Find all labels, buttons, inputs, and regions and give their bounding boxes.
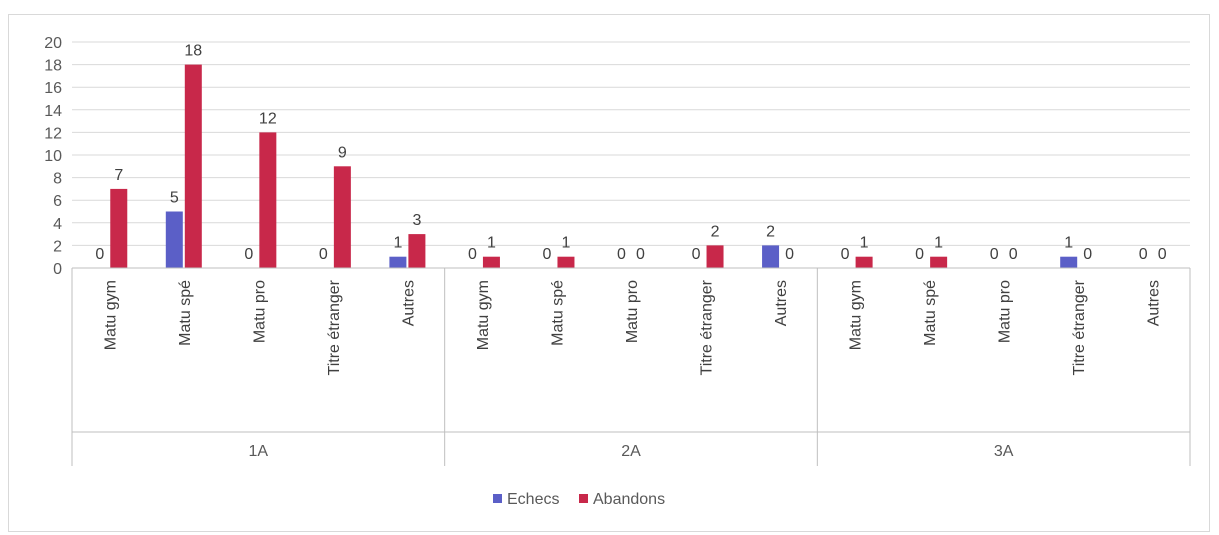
bar-echecs xyxy=(762,245,780,268)
data-label: 2 xyxy=(711,223,720,240)
x-axis: 1A Matu gym Matu spé Matu pro Titre étranger… xyxy=(71,267,1191,466)
y-tick-label: 8 xyxy=(53,171,62,188)
y-tick-label: 2 xyxy=(53,238,62,255)
bar-abandons xyxy=(184,64,202,268)
category-label: Autres xyxy=(400,280,417,326)
data-label: 9 xyxy=(338,144,347,161)
category-label: Matu pro xyxy=(997,280,1014,343)
data-label: 7 xyxy=(114,167,123,184)
bar-abandons xyxy=(110,188,128,268)
data-label: 0 xyxy=(990,246,999,263)
data-label: 1 xyxy=(562,235,571,252)
category-label: Matu spé xyxy=(922,280,939,346)
category-label: Matu gym xyxy=(475,280,492,350)
category-label: Matu spé xyxy=(549,280,566,346)
data-label: 0 xyxy=(95,246,104,263)
group-label: 3A xyxy=(994,443,1014,460)
category-label: Matu gym xyxy=(102,280,119,350)
data-label: 0 xyxy=(1009,246,1018,263)
category-label: Matu pro xyxy=(624,280,641,343)
legend-swatch-echecs xyxy=(493,494,502,503)
data-label: 1 xyxy=(487,235,496,252)
y-tick-label: 20 xyxy=(44,35,62,52)
data-label: 0 xyxy=(692,246,701,263)
gridlines xyxy=(72,41,1190,246)
bars xyxy=(110,64,1078,268)
data-label: 0 xyxy=(1083,246,1092,263)
bar-echecs xyxy=(1060,256,1078,268)
y-tick-label: 4 xyxy=(53,216,62,233)
data-label: 0 xyxy=(319,246,328,263)
y-tick-label: 12 xyxy=(44,125,62,142)
data-label: 5 xyxy=(170,190,179,207)
y-tick-label: 16 xyxy=(44,80,62,97)
data-label: 0 xyxy=(785,246,794,263)
data-label: 1 xyxy=(860,235,869,252)
category-label: Matu gym xyxy=(848,280,865,350)
group-label: 1A xyxy=(249,443,269,460)
data-label: 0 xyxy=(1139,246,1148,263)
data-label: 0 xyxy=(1158,246,1167,263)
bar-echecs xyxy=(165,211,183,268)
bar-abandons xyxy=(706,245,724,268)
bar-abandons xyxy=(557,256,575,268)
bar-abandons xyxy=(482,256,500,268)
bar-echecs xyxy=(389,256,407,268)
y-axis-ticks: 0 2 4 6 8 10 12 14 16 18 20 xyxy=(44,35,62,278)
category-label: Titre étranger xyxy=(326,279,343,375)
chart-frame xyxy=(8,14,1210,532)
y-tick-label: 0 xyxy=(53,261,62,278)
y-tick-label: 10 xyxy=(44,148,62,165)
category-label: Autres xyxy=(1146,280,1163,326)
legend[interactable]: Echecs Abandons xyxy=(493,491,665,508)
group-label: 2A xyxy=(621,443,641,460)
data-label: 0 xyxy=(617,246,626,263)
data-label: 0 xyxy=(468,246,477,263)
y-tick-label: 6 xyxy=(53,193,62,210)
category-label: Titre étranger xyxy=(699,279,716,375)
bar-abandons xyxy=(333,166,351,268)
data-label: 1 xyxy=(393,235,402,252)
bar-abandons xyxy=(930,256,948,268)
bar-abandons xyxy=(855,256,873,268)
bar-abandons xyxy=(408,234,426,268)
y-tick-label: 14 xyxy=(44,103,62,120)
legend-label-abandons: Abandons xyxy=(593,491,665,508)
data-label: 0 xyxy=(244,246,253,263)
legend-swatch-abandons xyxy=(579,494,588,503)
data-label: 1 xyxy=(1064,235,1073,252)
data-label: 2 xyxy=(766,223,775,240)
data-label: 12 xyxy=(259,110,277,127)
data-label: 18 xyxy=(184,43,202,60)
data-label: 0 xyxy=(915,246,924,263)
data-label: 0 xyxy=(543,246,552,263)
data-label: 0 xyxy=(636,246,645,263)
category-label: Autres xyxy=(773,280,790,326)
category-label: Matu pro xyxy=(251,280,268,343)
data-label: 0 xyxy=(841,246,850,263)
category-label: Matu spé xyxy=(177,280,194,346)
data-label: 1 xyxy=(934,235,943,252)
legend-label-echecs: Echecs xyxy=(507,491,559,508)
y-tick-label: 18 xyxy=(44,58,62,75)
data-label: 3 xyxy=(412,212,421,229)
bar-abandons xyxy=(259,132,277,268)
category-label: Titre étranger xyxy=(1071,279,1088,375)
